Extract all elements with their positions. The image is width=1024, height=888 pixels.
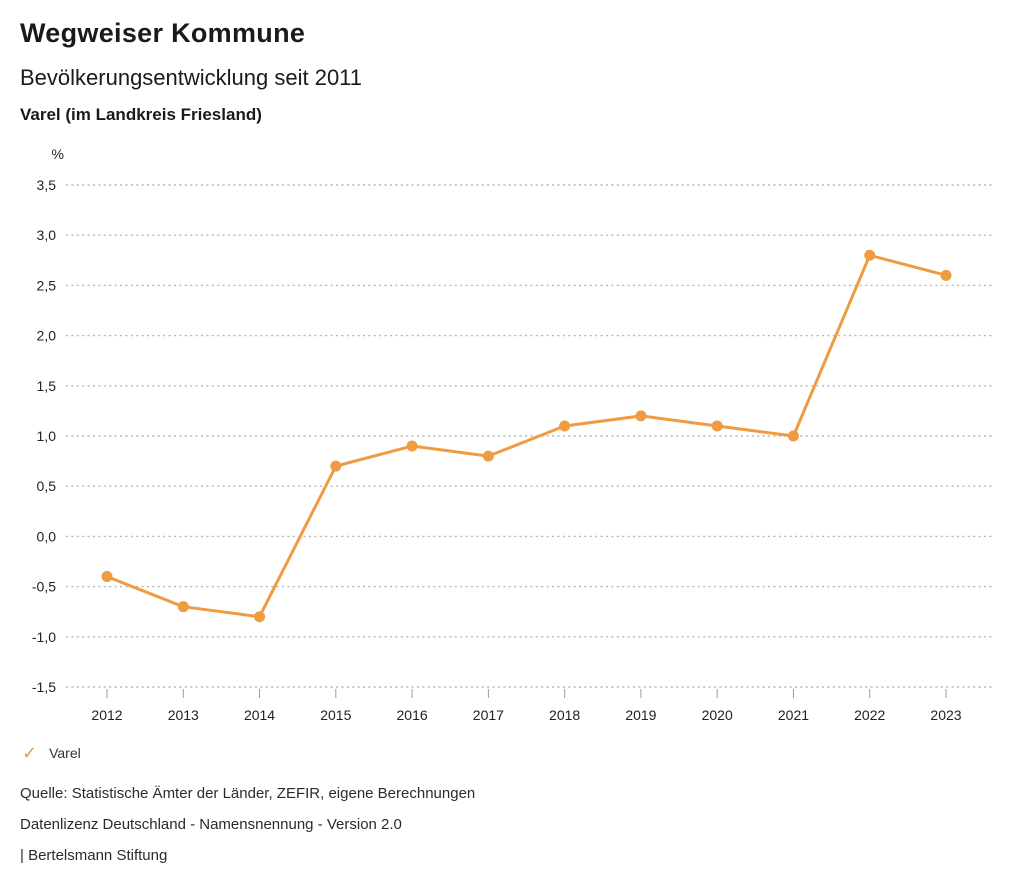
y-axis-label: 3,0 bbox=[37, 227, 57, 243]
y-axis-label: 0,5 bbox=[37, 478, 57, 494]
attribution-note: | Bertelsmann Stiftung bbox=[20, 847, 168, 864]
legend-item-varel[interactable]: Varel bbox=[49, 745, 81, 761]
source-note: Quelle: Statistische Ämter der Länder, Z… bbox=[20, 785, 476, 802]
y-axis-label: -1,5 bbox=[32, 679, 56, 695]
data-point-2016[interactable] bbox=[406, 440, 418, 452]
data-point-2023[interactable] bbox=[940, 269, 952, 281]
y-axis-label: -0,5 bbox=[32, 579, 56, 595]
x-axis-label: 2014 bbox=[244, 707, 275, 723]
y-axis-label: 1,0 bbox=[37, 428, 57, 444]
page-title: Wegweiser Kommune bbox=[20, 18, 306, 48]
y-axis-label: 0,0 bbox=[37, 528, 57, 544]
x-axis-label: 2019 bbox=[625, 707, 656, 723]
data-point-2022[interactable] bbox=[864, 249, 876, 261]
license-note: Datenlizenz Deutschland - Namensnennung … bbox=[20, 816, 402, 833]
data-point-2013[interactable] bbox=[177, 601, 189, 613]
x-axis-label: 2015 bbox=[320, 707, 351, 723]
x-axis-label: 2016 bbox=[397, 707, 428, 723]
y-axis-label: 1,5 bbox=[37, 378, 57, 394]
data-point-2015[interactable] bbox=[330, 460, 342, 472]
data-point-2021[interactable] bbox=[787, 430, 799, 442]
y-axis-label: 2,0 bbox=[37, 328, 57, 344]
x-axis-label: 2013 bbox=[168, 707, 199, 723]
legend: ✓ Varel bbox=[22, 744, 81, 762]
x-axis-label: 2021 bbox=[778, 707, 809, 723]
population-line-chart: % 3,5 3,0 2,5 2,0 1,5 1,0 0,5 0,0 -0,5 -1,0 -1,5 201… bbox=[32, 146, 992, 723]
data-point-2020[interactable] bbox=[711, 420, 723, 432]
location-title: Varel (im Landkreis Friesland) bbox=[20, 105, 262, 124]
x-axis-label: 2020 bbox=[702, 707, 733, 723]
data-point-2012[interactable] bbox=[101, 571, 113, 583]
x-axis-label: 2012 bbox=[91, 707, 122, 723]
x-axis-label: 2018 bbox=[549, 707, 580, 723]
data-point-2014[interactable] bbox=[254, 611, 266, 623]
x-axis-label: 2017 bbox=[473, 707, 504, 723]
y-axis-label: -1,0 bbox=[32, 629, 56, 645]
x-axis-label: 2023 bbox=[930, 707, 961, 723]
data-point-2019[interactable] bbox=[635, 410, 647, 422]
legend-check-icon[interactable]: ✓ bbox=[22, 743, 38, 763]
data-point-2017[interactable] bbox=[482, 450, 494, 462]
page-subtitle: Bevölkerungsentwicklung seit 2011 bbox=[20, 65, 363, 90]
x-axis-label: 2022 bbox=[854, 707, 885, 723]
data-point-2018[interactable] bbox=[559, 420, 571, 432]
chart-area: % 3,5 3,0 2,5 2,0 1,5 1,0 0,5 0,0 -0,5 -1,0 -1,5 201… bbox=[0, 140, 1024, 740]
series-line-varel bbox=[105, 253, 948, 619]
y-axis-label: 3,5 bbox=[37, 177, 57, 193]
y-axis-label: 2,5 bbox=[37, 277, 57, 293]
y-axis-unit-label: % bbox=[52, 146, 64, 162]
